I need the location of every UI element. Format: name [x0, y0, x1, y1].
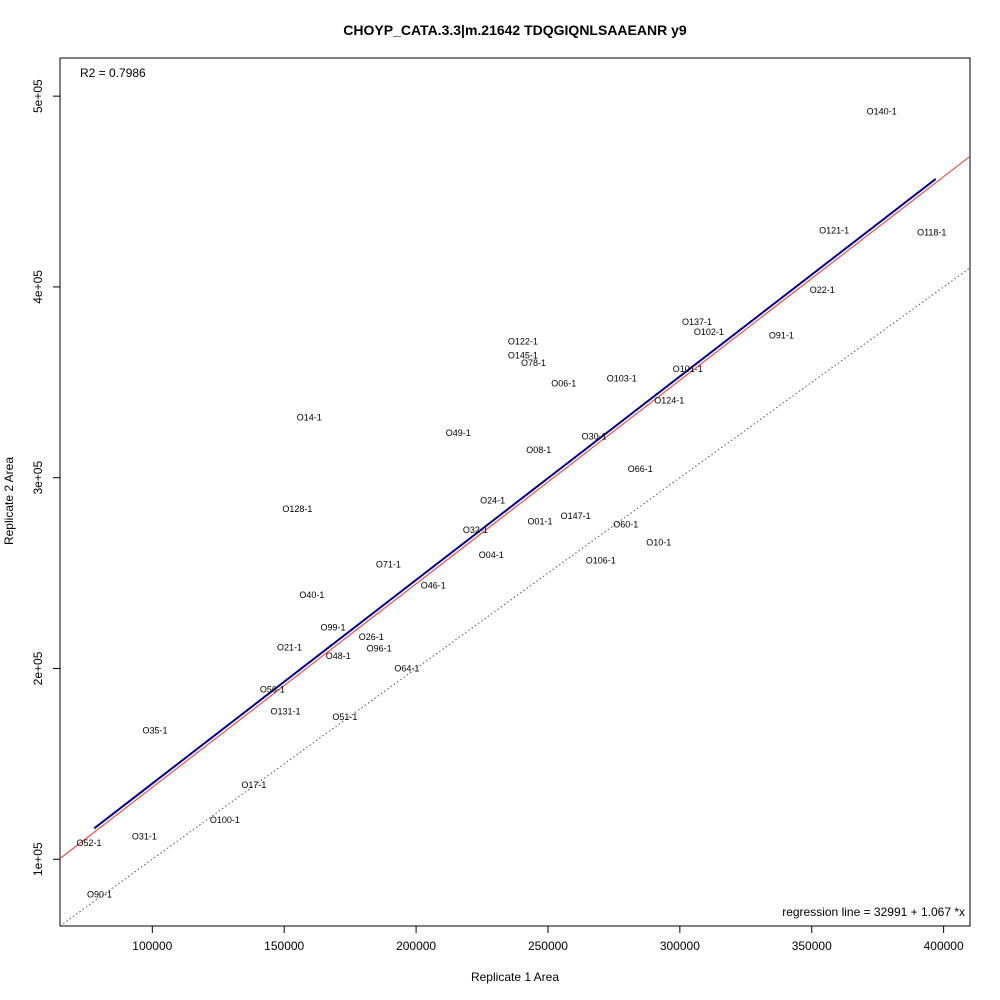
x-tick-label: 350000 [792, 939, 832, 953]
point-label: O64-1 [394, 663, 419, 673]
point-label: O147-1 [561, 511, 591, 521]
point-label: O118-1 [917, 228, 946, 238]
x-tick-label: 100000 [132, 939, 172, 953]
point-label: O24-1 [480, 496, 505, 506]
y-tick-label: 2e+05 [31, 651, 45, 685]
chart-title: CHOYP_CATA.3.3|m.21642 TDQGIQNLSAAEANR y… [343, 22, 687, 38]
point-label: O145-1 [508, 351, 538, 361]
regression-equation: regression line = 32991 + 1.067 *x [782, 905, 965, 919]
point-label: O91-1 [769, 331, 794, 341]
point-label: O102-1 [694, 327, 724, 337]
point-label: O60-1 [613, 519, 638, 529]
point-label: O52-1 [77, 838, 102, 848]
point-label: O10-1 [646, 538, 671, 548]
point-label: O124-1 [654, 395, 684, 405]
point-label: O30-1 [582, 432, 607, 442]
point-label: O96-1 [367, 643, 392, 653]
point-label: O106-1 [586, 556, 616, 566]
point-label: O04-1 [479, 550, 504, 560]
reference-line-red [60, 155, 970, 860]
point-label: O26-1 [359, 632, 384, 642]
point-label: O122-1 [508, 336, 538, 346]
point-label: O31-1 [132, 831, 157, 841]
point-label: O46-1 [421, 580, 446, 590]
point-label: O140-1 [867, 106, 897, 116]
point-label: O01-1 [528, 517, 553, 527]
plot-frame [59, 57, 971, 927]
x-tick-label: 150000 [264, 939, 304, 953]
point-label: O51-1 [332, 712, 357, 722]
point-label: O78-1 [521, 358, 546, 368]
x-tick-label: 200000 [396, 939, 436, 953]
point-label: O21-1 [277, 642, 302, 652]
x-tick-label: 300000 [660, 939, 700, 953]
point-label: O71-1 [376, 559, 401, 569]
x-axis-label: Replicate 1 Area [471, 970, 559, 984]
y-axis-label: Replicate 2 Area [2, 457, 16, 545]
regression-line [93, 178, 937, 830]
point-label: O90-1 [87, 890, 112, 900]
point-label: O22-1 [810, 285, 835, 295]
y-tick-label: 1e+05 [31, 842, 45, 876]
point-label: O121-1 [819, 226, 849, 236]
r2-annotation: R2 = 0.7986 [80, 66, 146, 80]
point-label: O100-1 [210, 815, 240, 825]
point-label: O128-1 [282, 504, 312, 514]
x-tick-label: 400000 [924, 939, 964, 953]
point-label: O08-1 [526, 445, 551, 455]
point-label: O35-1 [142, 725, 167, 735]
point-label: O137-1 [682, 317, 712, 327]
point-label: O06-1 [551, 378, 576, 388]
plot-layer: 100000 150000 200000 250000 300000 350000 4000… [31, 57, 971, 953]
point-label: O17-1 [241, 780, 266, 790]
x-tick-label: 250000 [528, 939, 568, 953]
point-label: O99-1 [320, 622, 345, 632]
point-label: O103-1 [607, 373, 637, 383]
y-tick-label: 3e+05 [31, 461, 45, 495]
point-label: O48-1 [326, 651, 351, 661]
point-label: O49-1 [446, 428, 471, 438]
y-tick-label: 4e+05 [31, 270, 45, 304]
point-label: O66-1 [628, 464, 653, 474]
point-label: O56-1 [260, 684, 285, 694]
point-label: O40-1 [299, 590, 324, 600]
point-label: O131-1 [271, 706, 301, 716]
point-label: O32-1 [463, 525, 488, 535]
point-label: O14-1 [297, 413, 322, 423]
point-label: O101-1 [673, 364, 703, 374]
y-tick-label: 5e+05 [31, 79, 45, 113]
identity-line [60, 267, 970, 926]
